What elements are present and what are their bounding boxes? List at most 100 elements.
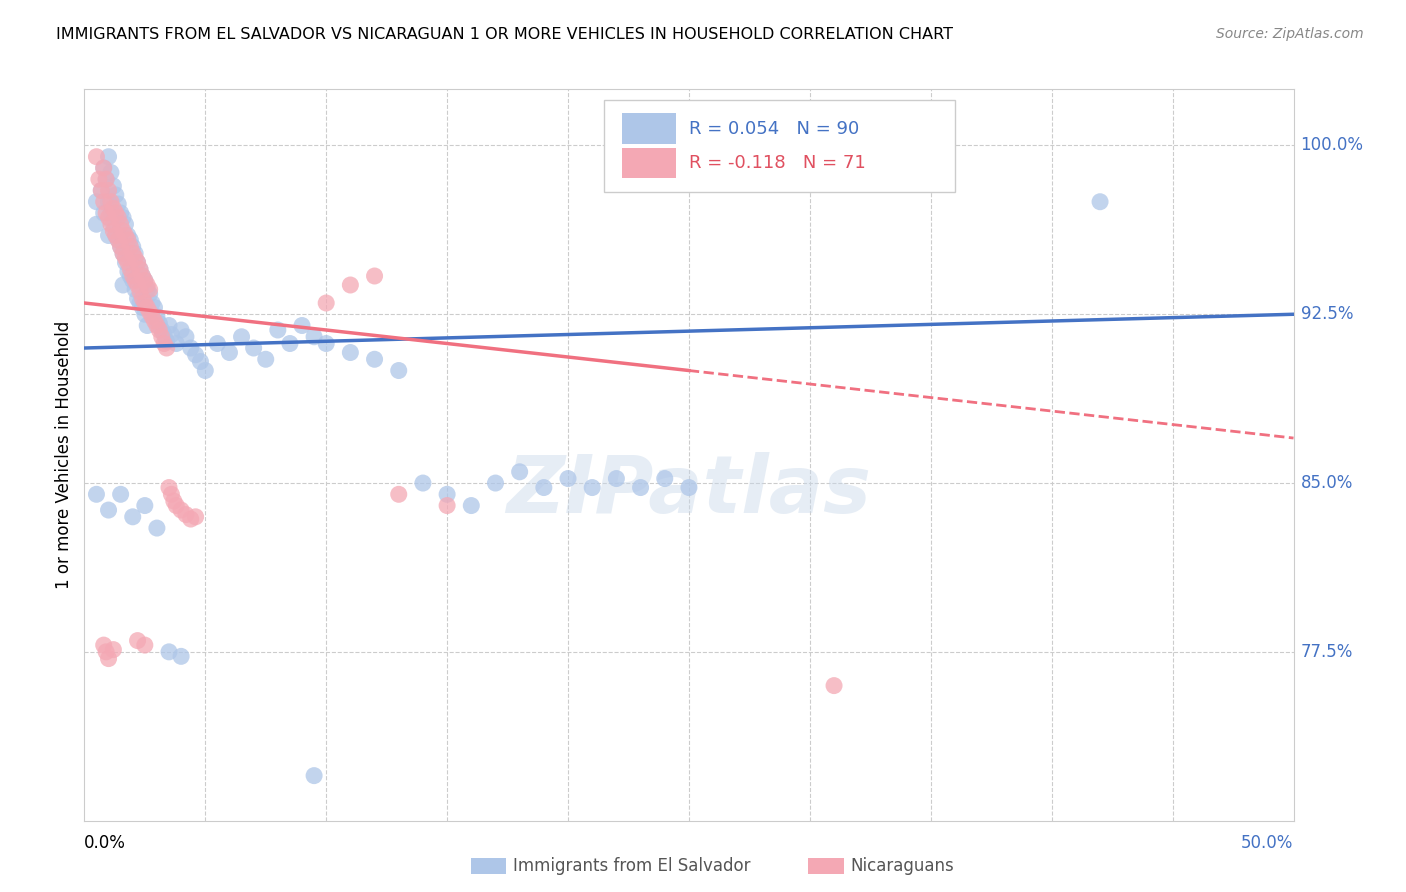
FancyBboxPatch shape xyxy=(623,148,676,178)
Point xyxy=(207,336,229,351)
Point xyxy=(134,273,156,287)
Text: 50.0%: 50.0% xyxy=(1241,834,1294,852)
Point xyxy=(131,301,153,315)
Text: R = 0.054   N = 90: R = 0.054 N = 90 xyxy=(689,120,859,137)
Text: 0.0%: 0.0% xyxy=(84,834,127,852)
Point xyxy=(103,217,125,231)
Point xyxy=(104,228,127,243)
Point xyxy=(121,240,143,254)
Point xyxy=(150,330,173,344)
Point xyxy=(97,651,120,665)
Point xyxy=(117,233,139,247)
Point xyxy=(107,233,129,247)
Point xyxy=(100,206,122,220)
Point xyxy=(97,211,120,225)
Point xyxy=(138,305,160,319)
Point xyxy=(148,323,170,337)
Point xyxy=(654,471,676,485)
Point xyxy=(93,638,115,652)
Point xyxy=(107,233,129,247)
Point xyxy=(153,336,176,351)
Point xyxy=(160,487,183,501)
FancyBboxPatch shape xyxy=(623,113,676,144)
Point xyxy=(127,292,149,306)
Point xyxy=(117,255,139,269)
Point xyxy=(1088,194,1111,209)
Point xyxy=(170,323,193,337)
Point xyxy=(103,224,125,238)
Point xyxy=(150,323,173,337)
Text: 77.5%: 77.5% xyxy=(1301,643,1353,661)
Point xyxy=(103,202,125,216)
Point xyxy=(127,278,149,293)
Y-axis label: 1 or more Vehicles in Household: 1 or more Vehicles in Household xyxy=(55,321,73,589)
Point xyxy=(436,487,458,501)
Point xyxy=(315,336,337,351)
Point xyxy=(97,228,120,243)
Point xyxy=(160,327,183,342)
Point xyxy=(129,296,152,310)
Point xyxy=(110,487,132,501)
Point xyxy=(114,228,136,243)
Point xyxy=(146,521,169,535)
Point xyxy=(339,278,361,293)
Point xyxy=(141,296,163,310)
Point xyxy=(339,345,361,359)
Point xyxy=(184,509,207,524)
Point xyxy=(112,224,135,238)
Point xyxy=(157,645,180,659)
Text: 85.0%: 85.0% xyxy=(1301,474,1353,492)
Point xyxy=(86,217,108,231)
Point xyxy=(134,273,156,287)
Point xyxy=(136,301,159,315)
Point xyxy=(131,292,153,306)
Point xyxy=(103,642,125,657)
Point xyxy=(146,318,169,333)
Point xyxy=(533,481,555,495)
Point xyxy=(121,246,143,260)
Point xyxy=(93,161,115,175)
Point xyxy=(97,150,120,164)
Point xyxy=(163,494,186,508)
Point xyxy=(134,296,156,310)
Point xyxy=(146,310,169,324)
Point xyxy=(218,345,240,359)
Point xyxy=(174,508,197,522)
Point xyxy=(114,217,136,231)
Point xyxy=(180,512,202,526)
Point xyxy=(121,268,143,283)
Point xyxy=(110,240,132,254)
Point xyxy=(412,476,434,491)
Point xyxy=(165,499,187,513)
Point xyxy=(129,285,152,299)
Point xyxy=(107,197,129,211)
Point xyxy=(100,194,122,209)
Point xyxy=(114,255,136,269)
Point xyxy=(315,296,337,310)
Point xyxy=(460,499,482,513)
Point xyxy=(86,487,108,501)
Point xyxy=(127,633,149,648)
Text: R = -0.118   N = 71: R = -0.118 N = 71 xyxy=(689,154,866,172)
Point xyxy=(124,283,146,297)
Point xyxy=(86,150,108,164)
Point xyxy=(129,262,152,277)
Point xyxy=(104,206,127,220)
Point xyxy=(302,330,325,344)
Point xyxy=(143,301,166,315)
Point xyxy=(110,217,132,231)
Point xyxy=(302,769,325,783)
Point xyxy=(174,330,197,344)
Point xyxy=(136,318,159,333)
Point xyxy=(557,471,579,485)
Point xyxy=(153,327,176,342)
Point xyxy=(120,268,142,283)
Point xyxy=(124,246,146,260)
Point xyxy=(157,481,180,495)
Point xyxy=(363,268,385,283)
Point xyxy=(136,278,159,293)
Point xyxy=(110,206,132,220)
Text: ZIPatlas: ZIPatlas xyxy=(506,452,872,531)
Point xyxy=(117,264,139,278)
Text: 100.0%: 100.0% xyxy=(1301,136,1364,154)
